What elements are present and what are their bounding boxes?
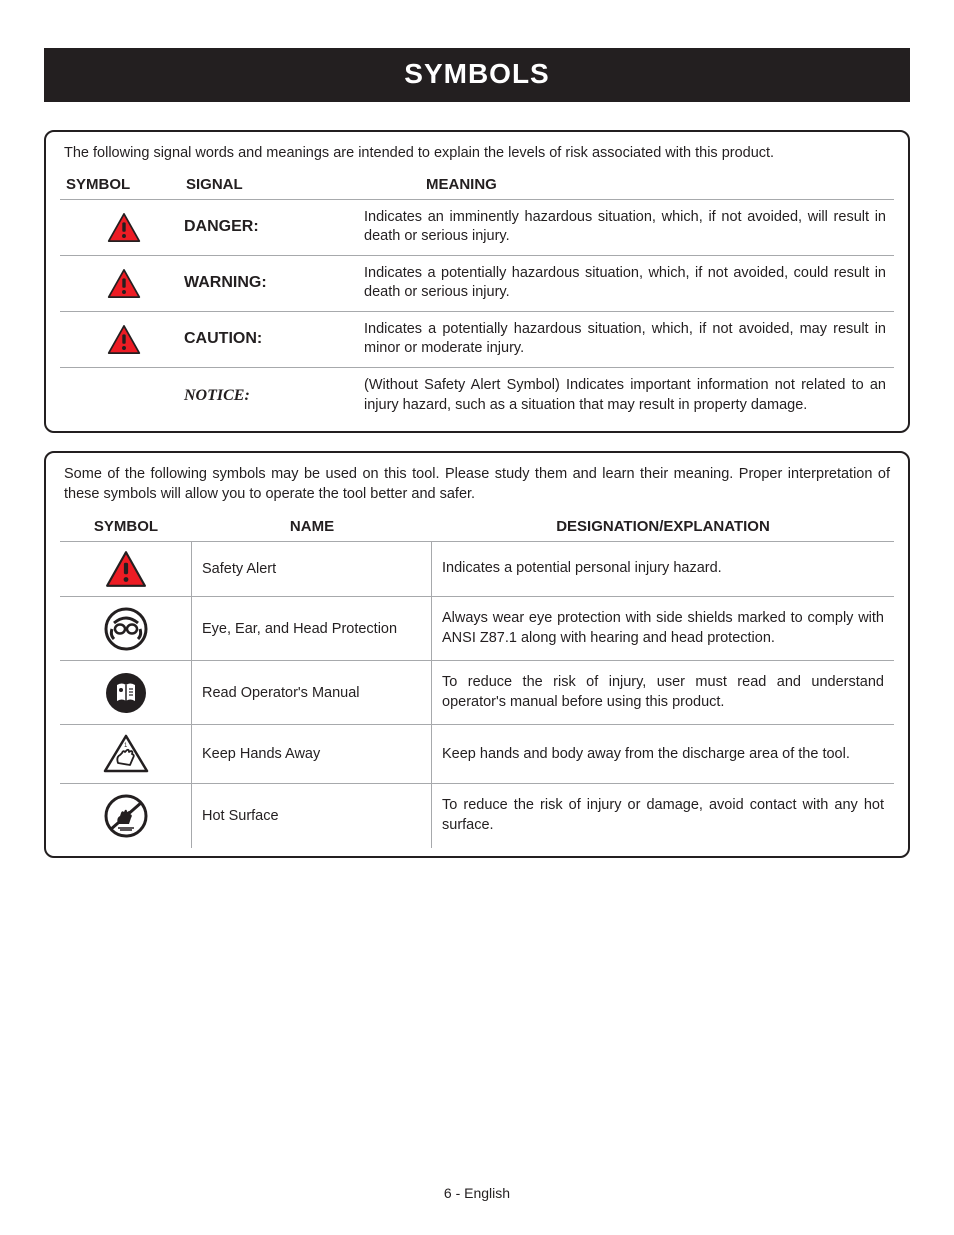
symbol-row: Read Operator's ManualTo reduce the risk… xyxy=(60,660,894,724)
symbol-row: 1 Keep Hands AwayKeep hands and body awa… xyxy=(60,724,894,783)
signal-meaning: Indicates a potentially hazardous situat… xyxy=(364,264,890,303)
symbol-row: Hot SurfaceTo reduce the risk of injury … xyxy=(60,783,894,847)
symbol-row: Eye, Ear, and Head ProtectionAlways wear… xyxy=(60,596,894,660)
symbol-desc: To reduce the risk of injury, user must … xyxy=(432,661,894,724)
header-signal: SIGNAL xyxy=(186,176,366,193)
symbol-name: Eye, Ear, and Head Protection xyxy=(192,597,432,660)
symbol-desc: Indicates a potential personal injury ha… xyxy=(432,542,894,596)
symbol-name: Keep Hands Away xyxy=(192,725,432,783)
header-meaning: MEANING xyxy=(366,176,894,193)
header-name: NAME xyxy=(192,518,432,535)
page-footer: 6 - English xyxy=(0,1185,954,1201)
symbol-desc: Keep hands and body away from the discha… xyxy=(432,725,894,783)
signal-meaning: (Without Safety Alert Symbol) Indicates … xyxy=(364,376,890,415)
signal-word: CAUTION: xyxy=(184,330,364,348)
signal-meaning: Indicates an imminently hazardous situat… xyxy=(364,208,890,247)
signal-headers: SYMBOL SIGNAL MEANING xyxy=(60,172,894,199)
page-title: SYMBOLS xyxy=(44,48,910,102)
manual-icon xyxy=(60,661,192,724)
header-desc: DESIGNATION/EXPLANATION xyxy=(432,518,894,535)
signal-word: NOTICE: xyxy=(184,387,364,405)
hands-away-icon: 1 xyxy=(60,725,192,783)
symbol-row: Safety AlertIndicates a potential person… xyxy=(60,541,894,596)
alert-red-icon xyxy=(60,542,192,596)
symbol-desc: Always wear eye protection with side shi… xyxy=(432,597,894,660)
signal-word: DANGER: xyxy=(184,218,364,236)
signal-intro: The following signal words and meanings … xyxy=(60,142,894,172)
svg-text:1: 1 xyxy=(124,743,128,749)
signal-row: DANGER:Indicates an imminently hazardous… xyxy=(60,199,894,255)
signal-row: CAUTION:Indicates a potentially hazardou… xyxy=(60,311,894,367)
symbol-name: Read Operator's Manual xyxy=(192,661,432,724)
symbols-headers: SYMBOL NAME DESIGNATION/EXPLANATION xyxy=(60,512,894,541)
alert-red-icon xyxy=(64,268,184,299)
signal-words-panel: The following signal words and meanings … xyxy=(44,130,910,433)
signal-row: WARNING:Indicates a potentially hazardou… xyxy=(60,255,894,311)
alert-red-icon xyxy=(64,212,184,243)
symbol-desc: To reduce the risk of injury or damage, … xyxy=(432,784,894,847)
signal-meaning: Indicates a potentially hazardous situat… xyxy=(364,320,890,359)
signal-row: NOTICE:(Without Safety Alert Symbol) Ind… xyxy=(60,367,894,423)
hot-surface-icon xyxy=(60,784,192,847)
ppe-face-icon xyxy=(60,597,192,660)
header-symbol: SYMBOL xyxy=(60,518,192,535)
symbol-name: Hot Surface xyxy=(192,784,432,847)
symbols-panel: Some of the following symbols may be use… xyxy=(44,451,910,858)
symbols-intro: Some of the following symbols may be use… xyxy=(60,463,894,512)
symbol-name: Safety Alert xyxy=(192,542,432,596)
alert-red-icon xyxy=(64,324,184,355)
header-symbol: SYMBOL xyxy=(66,176,186,193)
signal-word: WARNING: xyxy=(184,274,364,292)
